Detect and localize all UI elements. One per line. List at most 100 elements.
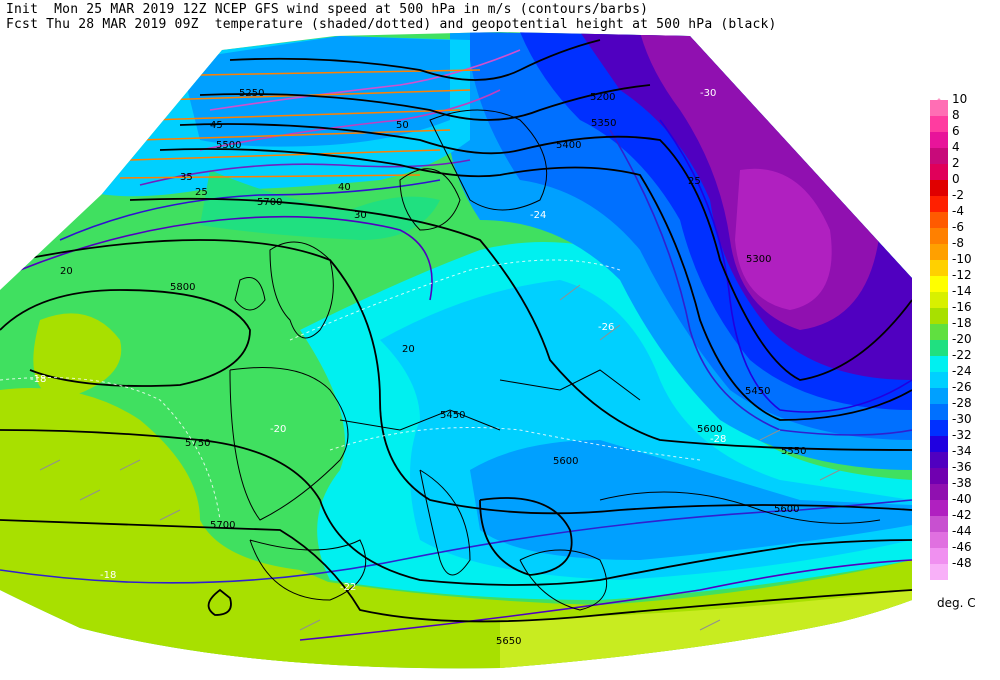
height-label-5200: 5200 <box>590 92 615 103</box>
legend-label: -6 <box>952 220 964 234</box>
legend-label: -14 <box>952 284 972 298</box>
legend-label: 2 <box>952 156 960 170</box>
legend-label: 6 <box>952 124 960 138</box>
legend-label: -38 <box>952 476 972 490</box>
weather-map: 5800 5750 5700 5700 5650 5600 5600 5600 … <box>0 32 912 669</box>
legend-swatch <box>930 260 948 276</box>
coastlines <box>229 109 881 611</box>
legend-swatch <box>930 164 948 180</box>
legend-row: -12 <box>930 268 1000 292</box>
legend-swatch <box>930 452 948 468</box>
legend-row: -32 <box>930 428 1000 452</box>
legend-label: -46 <box>952 540 972 554</box>
temperature-zone-minus-40 <box>735 168 832 310</box>
temp-label-minus-18b: -18 <box>100 570 116 581</box>
height-label-5450a: 5450 <box>440 410 465 421</box>
legend-row: -26 <box>930 380 1000 404</box>
legend-swatch <box>930 340 948 356</box>
legend-row: -38 <box>930 476 1000 500</box>
legend-row: -34 <box>930 444 1000 468</box>
temperature-zone-nw-minus-26 <box>180 36 450 147</box>
legend-label: 10 <box>952 92 968 106</box>
legend-swatch <box>930 276 948 292</box>
height-label-5600a: 5600 <box>553 456 578 467</box>
legend-row: -2 <box>930 188 1000 212</box>
legend-label: -48 <box>952 556 972 570</box>
wind-label-20b: 20 <box>402 344 415 355</box>
legend-row: -42 <box>930 508 1000 532</box>
legend-swatch <box>930 548 948 564</box>
legend-row: -6 <box>930 220 1000 244</box>
legend-label: -12 <box>952 268 972 282</box>
legend-swatch <box>930 516 948 532</box>
legend-swatch <box>930 404 948 420</box>
temperature-isolines <box>0 259 701 521</box>
height-label-5650: 5650 <box>496 636 521 647</box>
legend-swatch <box>930 468 948 484</box>
legend-swatch <box>930 532 948 548</box>
legend-label: -44 <box>952 524 972 538</box>
wind-label-25b: 25 <box>688 176 701 187</box>
legend-label: -30 <box>952 412 972 426</box>
legend-label: -28 <box>952 396 972 410</box>
legend-swatch <box>930 564 948 580</box>
map-title-line-2: Fcst Thu 28 MAR 2019 09Z temperature (sh… <box>6 17 777 32</box>
temperature-zone-uk-minus-20 <box>200 170 440 240</box>
legend-label: -40 <box>952 492 972 506</box>
height-labels: 5800 5750 5700 5700 5650 5600 5600 5600 … <box>170 88 806 647</box>
jet-wind-barbs <box>119 69 481 179</box>
legend-row: -48 <box>930 556 1000 580</box>
wind-label-40: 40 <box>338 182 351 193</box>
temperature-labels: -18 -18 -20 -22 -24 -26 -28 -30 <box>30 88 726 593</box>
legend-row: -20 <box>930 332 1000 356</box>
legend-swatch <box>930 228 948 244</box>
legend-swatch <box>930 180 948 196</box>
legend-row: -16 <box>930 300 1000 324</box>
legend-swatch <box>930 132 948 148</box>
geopotential-height-contours <box>0 39 912 623</box>
legend-swatch <box>930 356 948 372</box>
legend-label: -10 <box>952 252 972 266</box>
legend-row: -18 <box>930 316 1000 340</box>
height-label-5550: 5550 <box>781 446 806 457</box>
legend-row: -8 <box>930 236 1000 260</box>
legend-swatch <box>930 196 948 212</box>
height-label-5600c: 5600 <box>774 504 799 515</box>
legend-swatch <box>930 292 948 308</box>
wind-barbs <box>39 284 841 631</box>
legend-row: -44 <box>930 524 1000 548</box>
height-label-5600b: 5600 <box>697 424 722 435</box>
wind-label-45: 45 <box>210 120 223 131</box>
height-label-5250: 5250 <box>239 88 264 99</box>
temp-label-minus-20: -20 <box>270 424 286 435</box>
height-label-5750: 5750 <box>185 438 210 449</box>
legend-label: -20 <box>952 332 972 346</box>
legend-label: -8 <box>952 236 964 250</box>
height-label-5450b: 5450 <box>745 386 770 397</box>
wind-label-50: 50 <box>396 120 409 131</box>
wind-label-35: 35 <box>180 172 193 183</box>
legend-swatch <box>930 148 948 164</box>
legend-swatch <box>930 372 948 388</box>
legend-label: -26 <box>952 380 972 394</box>
legend-swatch <box>930 116 948 132</box>
legend-row: -4 <box>930 204 1000 228</box>
legend-row: -22 <box>930 348 1000 372</box>
legend-label: -22 <box>952 348 972 362</box>
legend-swatch <box>930 324 948 340</box>
height-label-5800: 5800 <box>170 282 195 293</box>
legend-label: -24 <box>952 364 972 378</box>
legend-swatch <box>930 420 948 436</box>
temp-label-minus-26: -26 <box>598 322 614 333</box>
legend-swatch <box>930 436 948 452</box>
legend-row: 0 <box>930 172 1000 196</box>
legend-row: -30 <box>930 412 1000 436</box>
legend-swatch <box>930 244 948 260</box>
temp-label-minus-30: -30 <box>700 88 716 99</box>
height-label-5350: 5350 <box>591 118 616 129</box>
legend-row: 8 <box>930 108 1000 132</box>
height-label-5700b: 5700 <box>257 197 282 208</box>
temp-label-minus-22: -22 <box>340 582 356 593</box>
height-label-5400: 5400 <box>556 140 581 151</box>
temp-label-minus-28: -28 <box>710 434 726 445</box>
